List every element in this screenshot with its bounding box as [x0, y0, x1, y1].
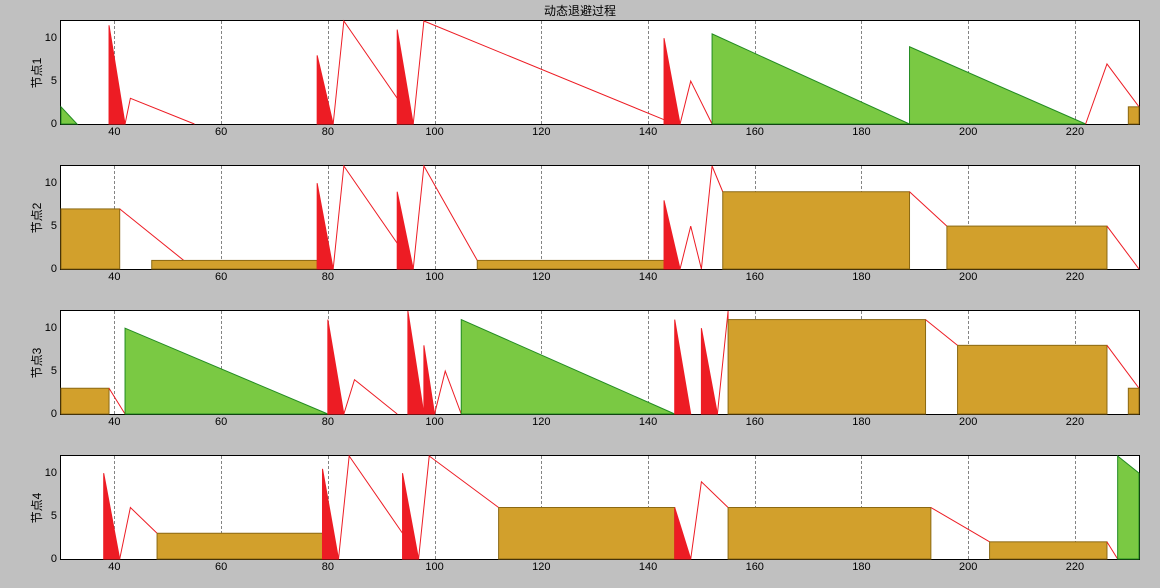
xtick-label: 180: [852, 271, 870, 283]
ylabel: 节点2: [28, 202, 45, 233]
xtick-label: 220: [1066, 561, 1084, 573]
xtick-label: 120: [532, 271, 550, 283]
ytick-label: 5: [51, 510, 57, 522]
xtick-label: 160: [746, 271, 764, 283]
subplot-2: 节点24060801001201401601802002200510: [60, 165, 1140, 270]
xtick-label: 160: [746, 561, 764, 573]
xtick-label: 40: [108, 561, 120, 573]
ytick-label: 5: [51, 365, 57, 377]
xtick-label: 40: [108, 126, 120, 138]
xtick-label: 220: [1066, 126, 1084, 138]
subplot-1: 节点14060801001201401601802002200510: [60, 20, 1140, 125]
xtick-label: 200: [959, 126, 977, 138]
figure: 动态退避过程 节点1406080100120140160180200220051…: [0, 0, 1160, 588]
figure-title: 动态退避过程: [0, 2, 1160, 19]
xtick-label: 160: [746, 126, 764, 138]
xtick-label: 140: [639, 561, 657, 573]
xtick-label: 180: [852, 126, 870, 138]
xtick-label: 80: [322, 416, 334, 428]
xtick-label: 60: [215, 126, 227, 138]
xtick-label: 60: [215, 561, 227, 573]
xtick-label: 100: [425, 416, 443, 428]
xtick-label: 180: [852, 561, 870, 573]
plot-area: [61, 456, 1139, 559]
ytick-label: 5: [51, 220, 57, 232]
xtick-label: 180: [852, 416, 870, 428]
xtick-label: 160: [746, 416, 764, 428]
ytick-label: 0: [51, 553, 57, 565]
xtick-label: 220: [1066, 271, 1084, 283]
xtick-label: 120: [532, 416, 550, 428]
ytick-label: 5: [51, 75, 57, 87]
xtick-label: 40: [108, 271, 120, 283]
xtick-label: 140: [639, 271, 657, 283]
xtick-label: 40: [108, 416, 120, 428]
ytick-label: 10: [45, 467, 57, 479]
xtick-label: 220: [1066, 416, 1084, 428]
subplot-3: 节点34060801001201401601802002200510: [60, 310, 1140, 415]
ytick-label: 0: [51, 263, 57, 275]
xtick-label: 200: [959, 416, 977, 428]
xtick-label: 120: [532, 561, 550, 573]
ylabel: 节点3: [28, 347, 45, 378]
xtick-label: 140: [639, 126, 657, 138]
xtick-label: 80: [322, 126, 334, 138]
xtick-label: 140: [639, 416, 657, 428]
xtick-label: 100: [425, 561, 443, 573]
plot-area: [61, 311, 1139, 414]
xtick-label: 60: [215, 271, 227, 283]
subplot-4: 节点44060801001201401601802002200510: [60, 455, 1140, 560]
xtick-label: 100: [425, 126, 443, 138]
xtick-label: 80: [322, 561, 334, 573]
ylabel: 节点1: [28, 57, 45, 88]
xtick-label: 200: [959, 561, 977, 573]
ytick-label: 0: [51, 408, 57, 420]
ytick-label: 0: [51, 118, 57, 130]
xtick-label: 60: [215, 416, 227, 428]
ytick-label: 10: [45, 322, 57, 334]
ylabel: 节点4: [28, 492, 45, 523]
xtick-label: 100: [425, 271, 443, 283]
ytick-label: 10: [45, 177, 57, 189]
xtick-label: 80: [322, 271, 334, 283]
ytick-label: 10: [45, 32, 57, 44]
xtick-label: 200: [959, 271, 977, 283]
plot-area: [61, 166, 1139, 269]
plot-area: [61, 21, 1139, 124]
xtick-label: 120: [532, 126, 550, 138]
